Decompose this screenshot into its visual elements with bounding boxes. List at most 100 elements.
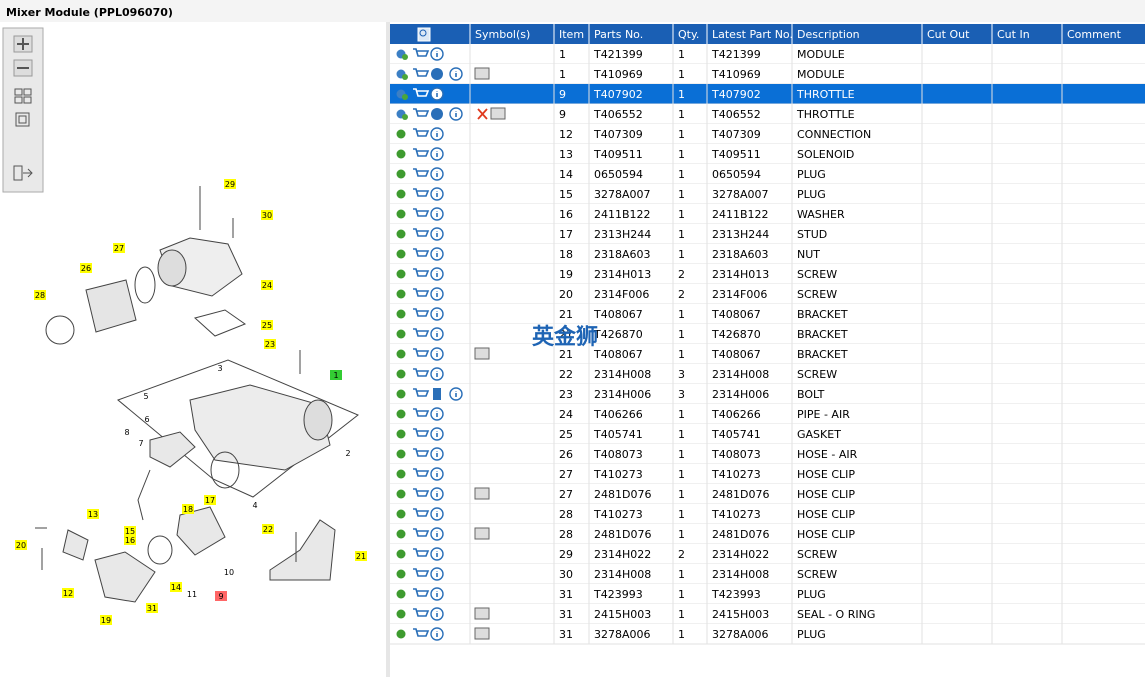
cart-icon[interactable]: [413, 108, 430, 117]
callout-label[interactable]: 8: [124, 428, 129, 437]
gear-icon[interactable]: [396, 129, 406, 139]
cart-icon[interactable]: [413, 428, 430, 437]
table-row[interactable]: 14 0650594 1 0650594 PLUG: [390, 164, 1145, 185]
cart-icon[interactable]: [413, 568, 430, 577]
callout-label[interactable]: 9: [218, 592, 223, 601]
callout-label[interactable]: 4: [252, 501, 257, 510]
gear-icon[interactable]: [396, 549, 406, 559]
callout-label[interactable]: 6: [144, 415, 149, 424]
column-header[interactable]: Description: [797, 28, 860, 41]
callout-label[interactable]: 11: [187, 590, 197, 599]
cart-icon[interactable]: [413, 528, 430, 537]
table-row[interactable]: 21 T408067 1 T408067 BRACKET: [390, 344, 1145, 365]
cart-icon[interactable]: [413, 408, 430, 417]
column-header[interactable]: Latest Part No.: [712, 28, 793, 41]
gear-icon[interactable]: [396, 389, 406, 399]
cart-icon[interactable]: [413, 548, 430, 557]
gear-icon[interactable]: [396, 369, 406, 379]
callout-label[interactable]: 18: [183, 505, 193, 514]
table-row[interactable]: 19 2314H013 2 2314H013 SCREW: [390, 264, 1145, 285]
table-row[interactable]: 31 T423993 1 T423993 PLUG: [390, 584, 1145, 605]
gear-icon[interactable]: [396, 609, 406, 619]
book-icon[interactable]: [474, 627, 490, 640]
column-header[interactable]: Qty.: [678, 28, 699, 41]
callout-label[interactable]: 31: [147, 604, 157, 613]
splitter[interactable]: [386, 22, 390, 677]
callout-label[interactable]: 23: [265, 340, 275, 349]
callout-label[interactable]: 7: [138, 439, 143, 448]
cart-icon[interactable]: [413, 348, 430, 357]
gear-icon[interactable]: [396, 469, 406, 479]
callout-label[interactable]: 22: [263, 525, 273, 534]
callout-label[interactable]: 27: [114, 244, 124, 253]
gear-icon[interactable]: [396, 149, 406, 159]
cart-icon[interactable]: [413, 488, 430, 497]
table-row[interactable]: 26 T408073 1 T408073 HOSE - AIR: [390, 444, 1145, 465]
s-icon[interactable]: [431, 68, 443, 80]
table-row[interactable]: 22 2314H008 3 2314H008 SCREW: [390, 364, 1145, 385]
callout-label[interactable]: 20: [16, 541, 26, 550]
table-row[interactable]: 27 2481D076 1 2481D076 HOSE CLIP: [390, 484, 1145, 505]
callout-label[interactable]: 13: [88, 510, 98, 519]
gear-icon[interactable]: [396, 529, 406, 539]
gear-icon[interactable]: [396, 569, 406, 579]
book-icon[interactable]: [474, 67, 490, 80]
callout-label[interactable]: 19: [101, 616, 111, 625]
cart-icon[interactable]: [413, 148, 430, 157]
table-row[interactable]: 25 T405741 1 T405741 GASKET: [390, 424, 1145, 445]
cart-icon[interactable]: [413, 268, 430, 277]
callout-label[interactable]: 16: [125, 536, 135, 545]
callout-label[interactable]: 29: [225, 180, 235, 189]
cut-icon[interactable]: [477, 108, 488, 120]
table-row[interactable]: 18 2318A603 1 2318A603 NUT: [390, 244, 1145, 265]
cart-icon[interactable]: [413, 388, 430, 397]
cart-icon[interactable]: [413, 508, 430, 517]
zoom-out-button[interactable]: [13, 59, 33, 77]
s-icon[interactable]: [431, 108, 443, 120]
cart-icon[interactable]: [413, 188, 430, 197]
column-header[interactable]: Comment: [1067, 28, 1122, 41]
cart-icon[interactable]: [413, 308, 430, 317]
gear-icon[interactable]: [396, 449, 406, 459]
callout-label[interactable]: 17: [205, 496, 215, 505]
cart-icon[interactable]: [413, 588, 430, 597]
book-icon[interactable]: [474, 347, 490, 360]
table-row[interactable]: 1 T421399 1 T421399 MODULE: [390, 44, 1145, 65]
column-header[interactable]: Parts No.: [594, 28, 643, 41]
export-button[interactable]: [13, 165, 33, 181]
table-row[interactable]: 17 2313H244 1 2313H244 STUD: [390, 224, 1145, 245]
gear-icon[interactable]: [396, 349, 406, 359]
zoom-in-button[interactable]: [13, 35, 33, 53]
cart-icon[interactable]: [413, 328, 430, 337]
table-row[interactable]: 21 T426870 1 T426870 BRACKET: [390, 324, 1145, 345]
gear-icon[interactable]: [396, 589, 406, 599]
table-row[interactable]: 1 T410969 1 T410969 MODULE: [390, 64, 1145, 85]
callout-label[interactable]: 5: [143, 392, 148, 401]
callout-label[interactable]: 15: [125, 527, 135, 536]
cart-icon[interactable]: [413, 68, 430, 77]
cart-icon[interactable]: [413, 248, 430, 257]
callout-label[interactable]: 1: [333, 371, 338, 380]
actual-size-button[interactable]: [15, 112, 30, 127]
gear-icon[interactable]: [396, 429, 406, 439]
column-header[interactable]: Cut In: [997, 28, 1030, 41]
gear-icon[interactable]: [396, 189, 406, 199]
table-row[interactable]: 28 T410273 1 T410273 HOSE CLIP: [390, 504, 1145, 525]
callout-label[interactable]: 24: [262, 281, 272, 290]
callout-label[interactable]: 26: [81, 264, 91, 273]
table-row[interactable]: 28 2481D076 1 2481D076 HOSE CLIP: [390, 524, 1145, 545]
column-header[interactable]: Symbol(s): [475, 28, 530, 41]
cart-icon[interactable]: [413, 228, 430, 237]
table-row[interactable]: 30 2314H008 1 2314H008 SCREW: [390, 564, 1145, 585]
book-icon[interactable]: [474, 607, 490, 620]
callout-label[interactable]: 25: [262, 321, 272, 330]
cart-icon[interactable]: [413, 208, 430, 217]
gear-icon[interactable]: [396, 629, 406, 639]
cart-icon[interactable]: [413, 608, 430, 617]
callout-label[interactable]: 30: [262, 211, 272, 220]
table-row[interactable]: 21 T408067 1 T408067 BRACKET: [390, 304, 1145, 325]
gear-icon[interactable]: [396, 209, 406, 219]
gear-icon[interactable]: [396, 269, 406, 279]
cart-icon[interactable]: [413, 88, 430, 97]
table-row[interactable]: 29 2314H022 2 2314H022 SCREW: [390, 544, 1145, 565]
